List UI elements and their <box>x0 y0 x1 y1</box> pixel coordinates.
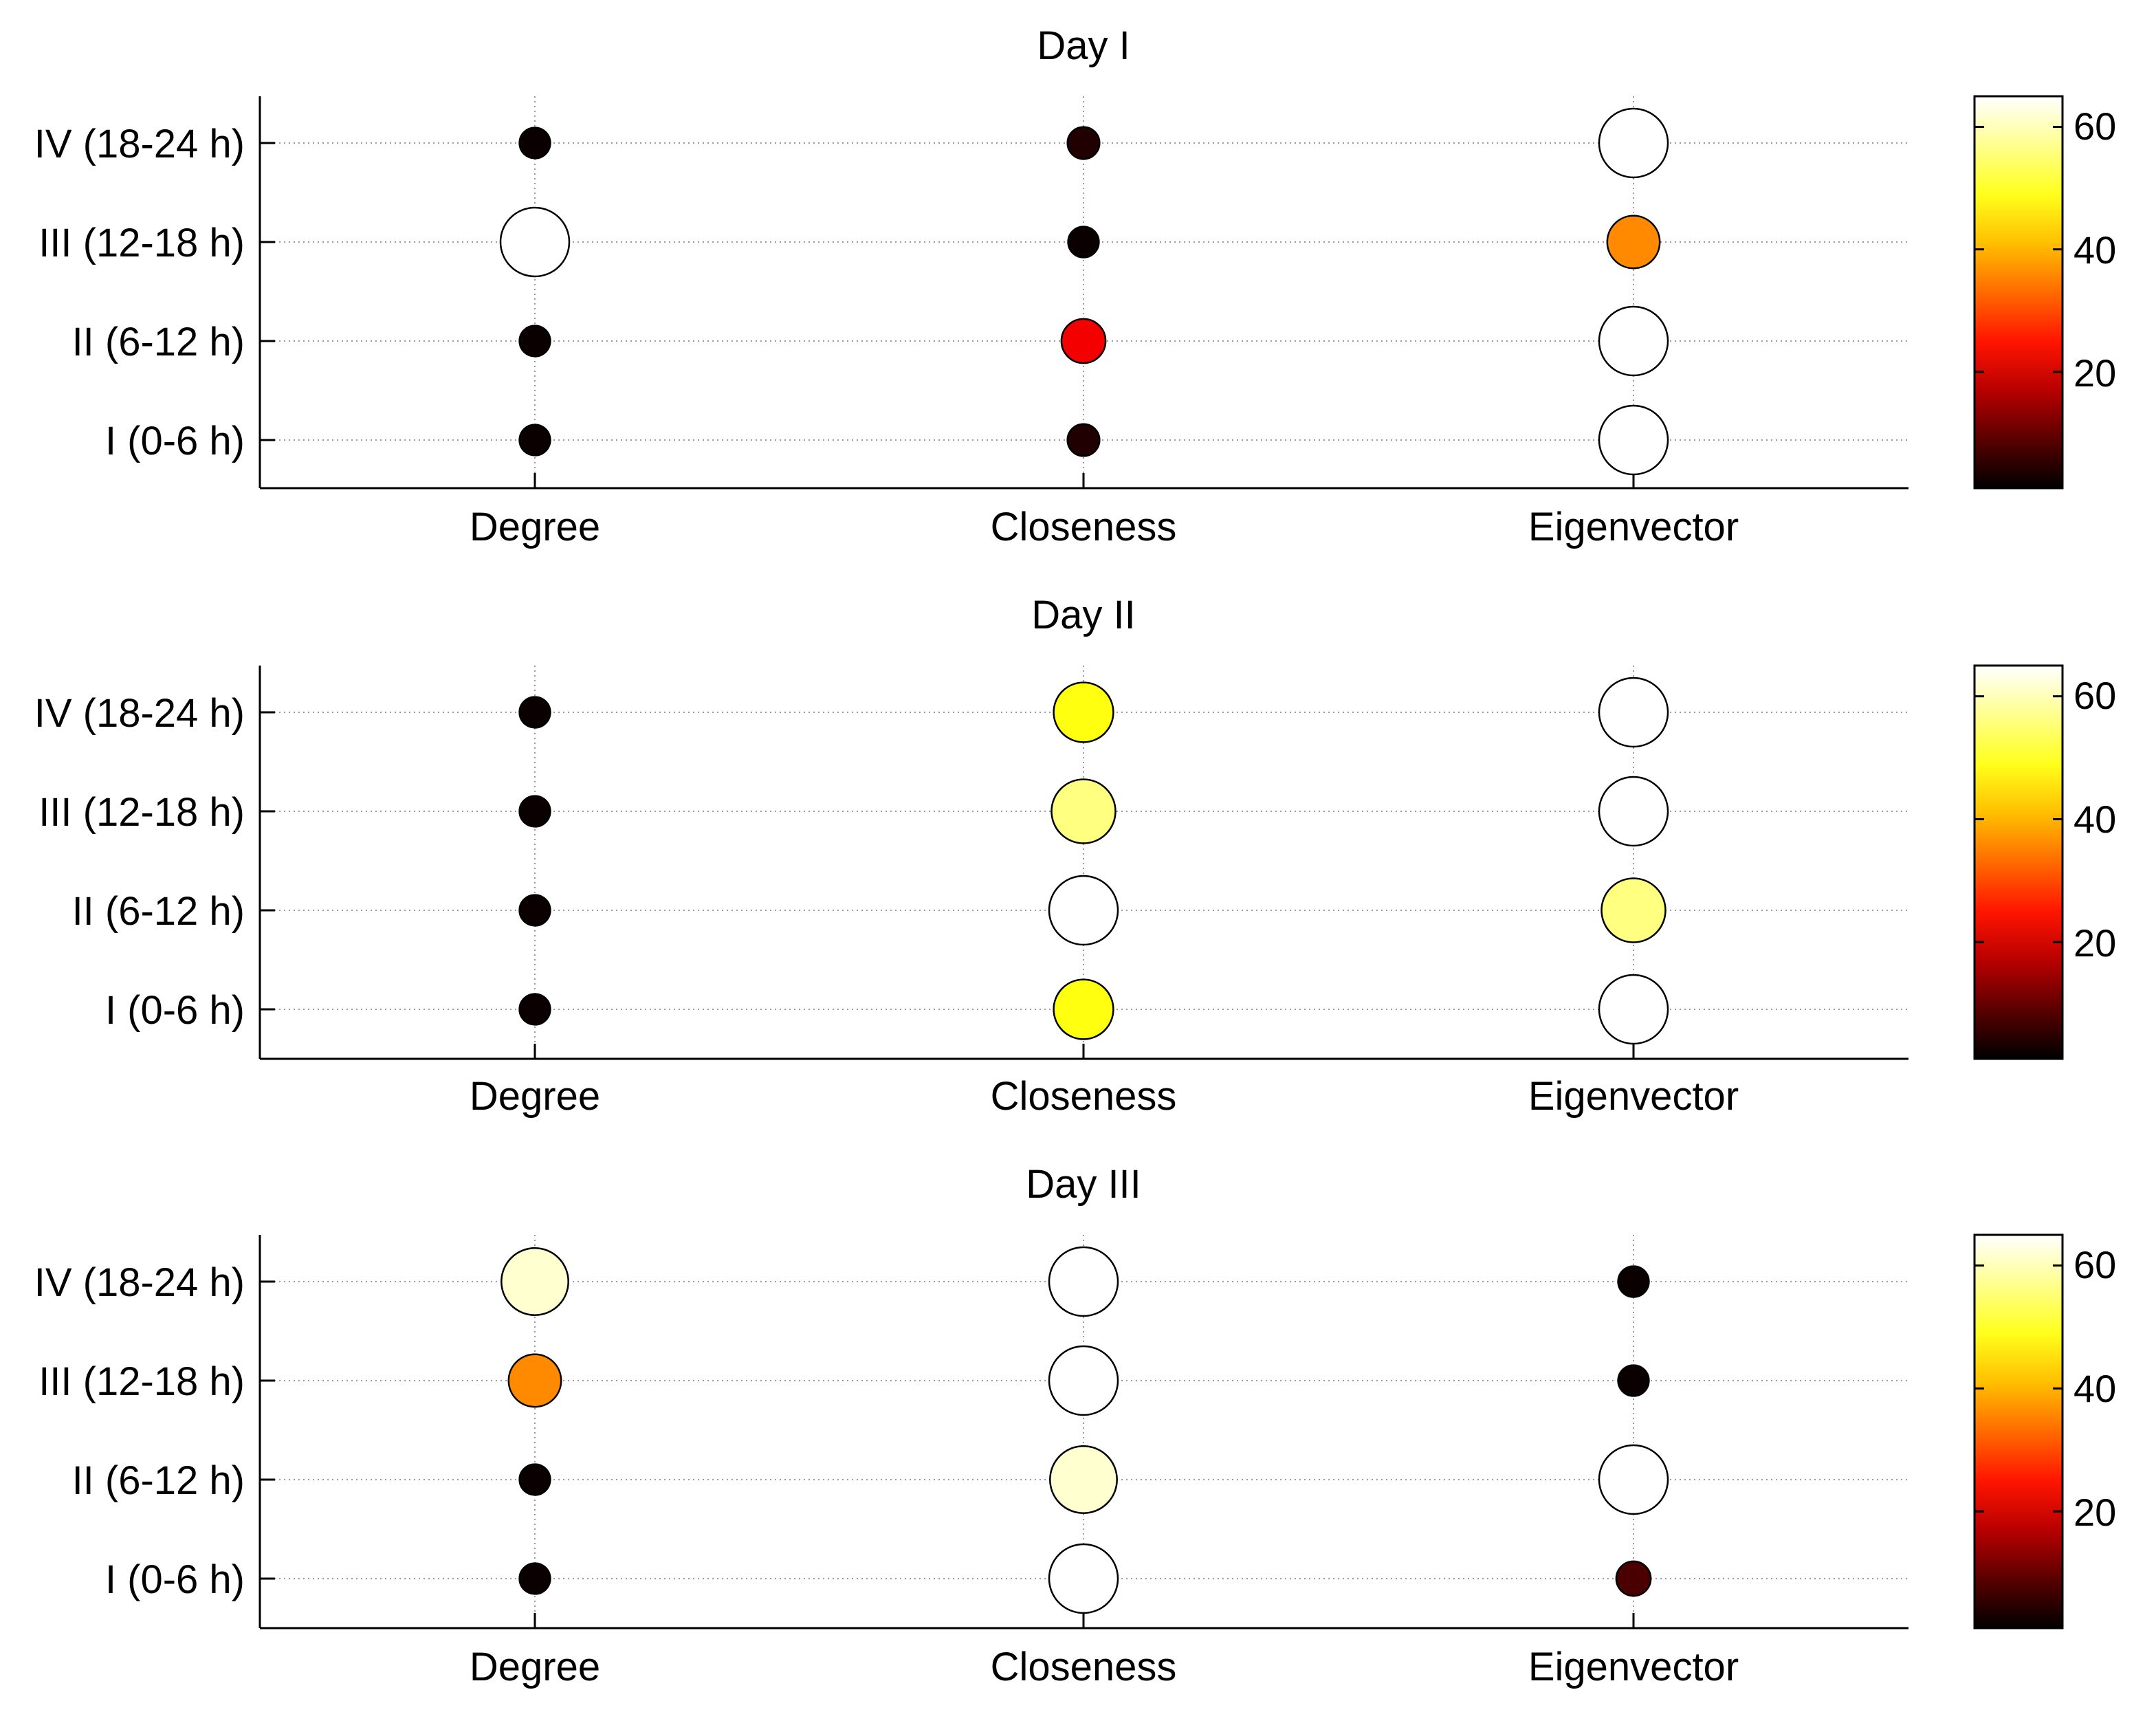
row-label: III (12-18 h) <box>38 790 245 835</box>
data-point <box>1598 974 1669 1045</box>
row-label: II (6-12 h) <box>72 889 245 934</box>
column-label: Closeness <box>991 505 1177 549</box>
column-label: Degree <box>470 1645 600 1689</box>
data-point <box>1598 404 1669 476</box>
colorbar-tick-label: 20 <box>2074 921 2116 965</box>
data-point <box>1066 423 1101 457</box>
data-point <box>518 894 551 927</box>
data-point <box>1067 226 1100 259</box>
data-point <box>1048 1246 1119 1317</box>
data-point <box>1053 681 1114 743</box>
panel-title: Day III <box>1026 1162 1141 1207</box>
panel-day-2: Day II IV (18-24 h) III (12-18 h) II (6-… <box>34 593 2117 1119</box>
column-label: Eigenvector <box>1528 1645 1739 1689</box>
data-point <box>518 1562 551 1595</box>
colorbar-tick-label: 20 <box>2074 351 2116 395</box>
plot-axes <box>258 1235 1908 1629</box>
column-label: Degree <box>470 505 600 549</box>
colorbar: 20 40 60 <box>1973 95 2116 490</box>
data-point <box>499 206 571 278</box>
data-point <box>1050 778 1116 844</box>
data-point <box>1617 1265 1650 1298</box>
column-label: Closeness <box>991 1074 1177 1119</box>
data-point <box>1053 978 1114 1040</box>
colorbar-tick-label: 60 <box>2074 1243 2116 1286</box>
panel-title: Day I <box>1037 23 1130 68</box>
data-point <box>1048 1543 1119 1614</box>
colorbar-tick-label: 60 <box>2074 674 2116 717</box>
data-point <box>518 993 551 1026</box>
data-point <box>1598 305 1669 377</box>
colorbar-gradient <box>1973 95 2064 490</box>
data-point <box>1048 1345 1119 1416</box>
colorbar: 20 40 60 <box>1973 1233 2116 1629</box>
column-label: Closeness <box>991 1645 1177 1689</box>
colorbar-gradient <box>1973 1233 2064 1629</box>
data-point <box>1066 126 1101 160</box>
data-point <box>1048 875 1119 946</box>
row-label: I (0-6 h) <box>105 988 245 1033</box>
panel-day-3: Day III IV (18-24 h) III (12-18 h) II (6… <box>34 1162 2117 1689</box>
row-label: I (0-6 h) <box>105 419 245 463</box>
column-label: Eigenvector <box>1528 505 1739 549</box>
colorbar-tick-label: 40 <box>2074 228 2116 272</box>
data-point <box>518 795 551 828</box>
plot-axes <box>258 96 1908 490</box>
column-label: Degree <box>470 1074 600 1119</box>
colorbar-tick-label: 40 <box>2074 798 2116 841</box>
data-point <box>1060 318 1107 364</box>
data-point <box>518 1463 551 1496</box>
data-point <box>1606 215 1661 270</box>
data-point <box>1049 1445 1118 1514</box>
colorbar-gradient <box>1973 664 2064 1060</box>
data-point <box>1598 107 1669 179</box>
data-point <box>1617 1364 1650 1397</box>
row-label: I (0-6 h) <box>105 1557 245 1602</box>
row-label: II (6-12 h) <box>72 320 245 364</box>
data-point <box>518 424 551 457</box>
row-label: IV (18-24 h) <box>34 691 245 736</box>
data-point <box>518 127 551 160</box>
data-point <box>507 1353 562 1408</box>
colorbar: 20 40 60 <box>1973 664 2116 1060</box>
row-label: II (6-12 h) <box>72 1458 245 1503</box>
column-label: Eigenvector <box>1528 1074 1739 1119</box>
row-label: IV (18-24 h) <box>34 122 245 166</box>
panel-day-1: Day I IV (18-24 h) III (12-18 h) II (6-1… <box>34 23 2117 549</box>
data-point <box>500 1247 569 1316</box>
colorbar-tick-label: 60 <box>2074 105 2116 148</box>
colorbar-tick-label: 40 <box>2074 1367 2116 1410</box>
data-point <box>1598 776 1669 847</box>
data-point <box>1598 677 1669 748</box>
data-point <box>518 325 551 358</box>
row-label: III (12-18 h) <box>38 1359 245 1404</box>
row-label: IV (18-24 h) <box>34 1260 245 1305</box>
row-label: III (12-18 h) <box>38 221 245 265</box>
data-point <box>1600 877 1666 943</box>
plot-axes <box>258 666 1908 1060</box>
data-point <box>1615 1560 1652 1597</box>
data-point <box>1598 1444 1669 1515</box>
panel-title: Day II <box>1031 593 1136 637</box>
data-point <box>518 696 551 729</box>
colorbar-tick-label: 20 <box>2074 1491 2116 1534</box>
